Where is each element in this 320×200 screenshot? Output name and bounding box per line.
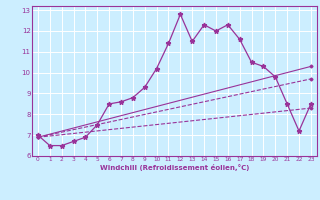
- X-axis label: Windchill (Refroidissement éolien,°C): Windchill (Refroidissement éolien,°C): [100, 164, 249, 171]
